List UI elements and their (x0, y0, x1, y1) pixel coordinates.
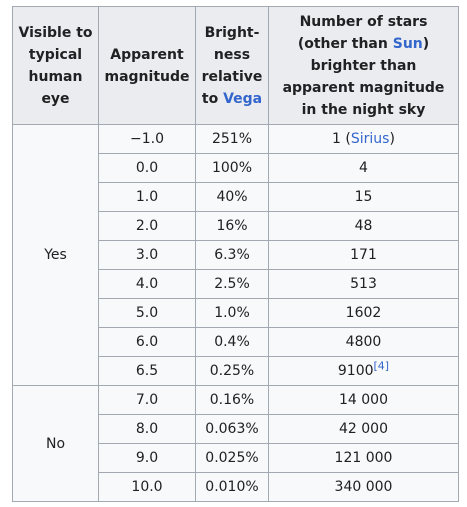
star-count-value: 14 000 (339, 392, 388, 408)
cell-brightness: 100% (195, 153, 269, 183)
star-count-value: 1602 (345, 305, 382, 321)
star-count-value: 9100 (337, 363, 374, 379)
cell-brightness: 1.0% (195, 298, 269, 328)
table-row: 10.0 0.010% 340 000 (13, 472, 459, 502)
cell-star-count: 171 (268, 240, 459, 270)
vega-link[interactable]: Vega (223, 90, 263, 107)
table-row: 8.0 0.063% 42 000 (13, 414, 459, 444)
table-row: No 7.0 0.16% 14 000 (12, 385, 459, 502)
cell-brightness: 0.010% (195, 472, 269, 502)
cell-brightness: 0.25% (195, 356, 269, 386)
cell-star-count: 48 (268, 211, 459, 241)
magnitude-table-container: Visible to typical human eye Apparent ma… (12, 6, 459, 502)
cell-brightness: 0.025% (195, 443, 269, 473)
cell-brightness: 0.16% (195, 385, 269, 415)
header-apparent-magnitude-label: Apparent magnitude (104, 46, 190, 85)
star-count-value: 15 (354, 189, 373, 205)
table-row: 6.0 0.4% 4800 (13, 327, 459, 357)
table-row: 9.0 0.025% 121 000 (13, 443, 459, 473)
header-visible-to-eye-label: Visible to typical human eye (18, 24, 93, 107)
cell-star-count: 15 (268, 182, 459, 212)
cell-magnitude: 0.0 (98, 153, 196, 183)
cell-star-count: 4 (268, 153, 459, 183)
header-number-of-stars: Number of stars (other than Sun) brighte… (268, 6, 459, 125)
star-count-value: 42 000 (339, 421, 388, 437)
cell-star-count: 42 000 (268, 414, 459, 444)
star-count-value: 1 ( (332, 131, 351, 147)
cell-brightness: 251% (195, 124, 269, 154)
table-row: 6.5 0.25% 9100[4] (13, 356, 459, 386)
cell-star-count: 1 (Sirius) (268, 124, 459, 154)
star-count-value: 340 000 (334, 479, 393, 495)
cell-magnitude: 1.0 (98, 182, 196, 212)
cell-magnitude: 8.0 (98, 414, 196, 444)
star-count-value: 4 (359, 160, 368, 176)
magnitude-visibility-table: Visible to typical human eye Apparent ma… (12, 6, 459, 502)
cell-magnitude: 10.0 (98, 472, 196, 502)
star-count-value: 4800 (345, 334, 382, 350)
cell-magnitude: 5.0 (98, 298, 196, 328)
cell-magnitude: 6.0 (98, 327, 196, 357)
cell-magnitude: 2.0 (98, 211, 196, 241)
star-count-suffix: ) (389, 131, 395, 147)
table-row: 0.0 100% 4 (13, 153, 459, 183)
cell-magnitude: 7.0 (98, 385, 196, 415)
table-row: 2.0 16% 48 (13, 211, 459, 241)
sun-link[interactable]: Sun (392, 35, 423, 52)
visible-group-yes: Yes (12, 124, 99, 386)
cell-magnitude: 6.5 (98, 356, 196, 386)
cell-brightness: 6.3% (195, 240, 269, 270)
cell-star-count: 14 000 (268, 385, 459, 415)
table-row: Yes −1.0 251% 1 (Sirius) (12, 124, 459, 386)
citation-superscript: [4] (374, 359, 390, 372)
cell-star-count: 9100[4] (268, 356, 459, 386)
table-header-row: Visible to typical human eye Apparent ma… (12, 6, 459, 125)
citation-link[interactable]: [4] (373, 359, 390, 373)
cell-magnitude: 3.0 (98, 240, 196, 270)
star-count-value: 171 (350, 247, 377, 263)
cell-brightness: 40% (195, 182, 269, 212)
cell-brightness: 0.063% (195, 414, 269, 444)
header-brightness-label: Bright-ness relative to (201, 24, 263, 107)
header-stars-label-pre: Number of stars (other than (297, 13, 428, 52)
star-count-value: 121 000 (334, 450, 393, 466)
cell-star-count: 121 000 (268, 443, 459, 473)
cell-star-count: 1602 (268, 298, 459, 328)
header-visible-to-eye: Visible to typical human eye (12, 6, 99, 125)
header-stars-label-post: ) brighter than apparent magnitude in th… (282, 35, 445, 118)
cell-star-count: 513 (268, 269, 459, 299)
cell-magnitude: 9.0 (98, 443, 196, 473)
star-count-value: 48 (354, 218, 373, 234)
sirius-link[interactable]: Sirius (350, 131, 390, 147)
table-row: 3.0 6.3% 171 (13, 240, 459, 270)
cell-brightness: 2.5% (195, 269, 269, 299)
header-apparent-magnitude: Apparent magnitude (98, 6, 196, 125)
visible-group-no: No (12, 385, 99, 502)
table-body: Yes −1.0 251% 1 (Sirius) 0.0 100% 4 1.0 40% 15 2.0… (12, 124, 459, 502)
table-row: 4.0 2.5% 513 (13, 269, 459, 299)
cell-brightness: 0.4% (195, 327, 269, 357)
table-row: 1.0 40% 15 (13, 182, 459, 212)
cell-star-count: 4800 (268, 327, 459, 357)
cell-magnitude: 4.0 (98, 269, 196, 299)
cell-star-count: 340 000 (268, 472, 459, 502)
header-brightness-relative: Bright-ness relative to Vega (195, 6, 269, 125)
cell-brightness: 16% (195, 211, 269, 241)
cell-magnitude: −1.0 (98, 124, 196, 154)
star-count-value: 513 (350, 276, 377, 292)
